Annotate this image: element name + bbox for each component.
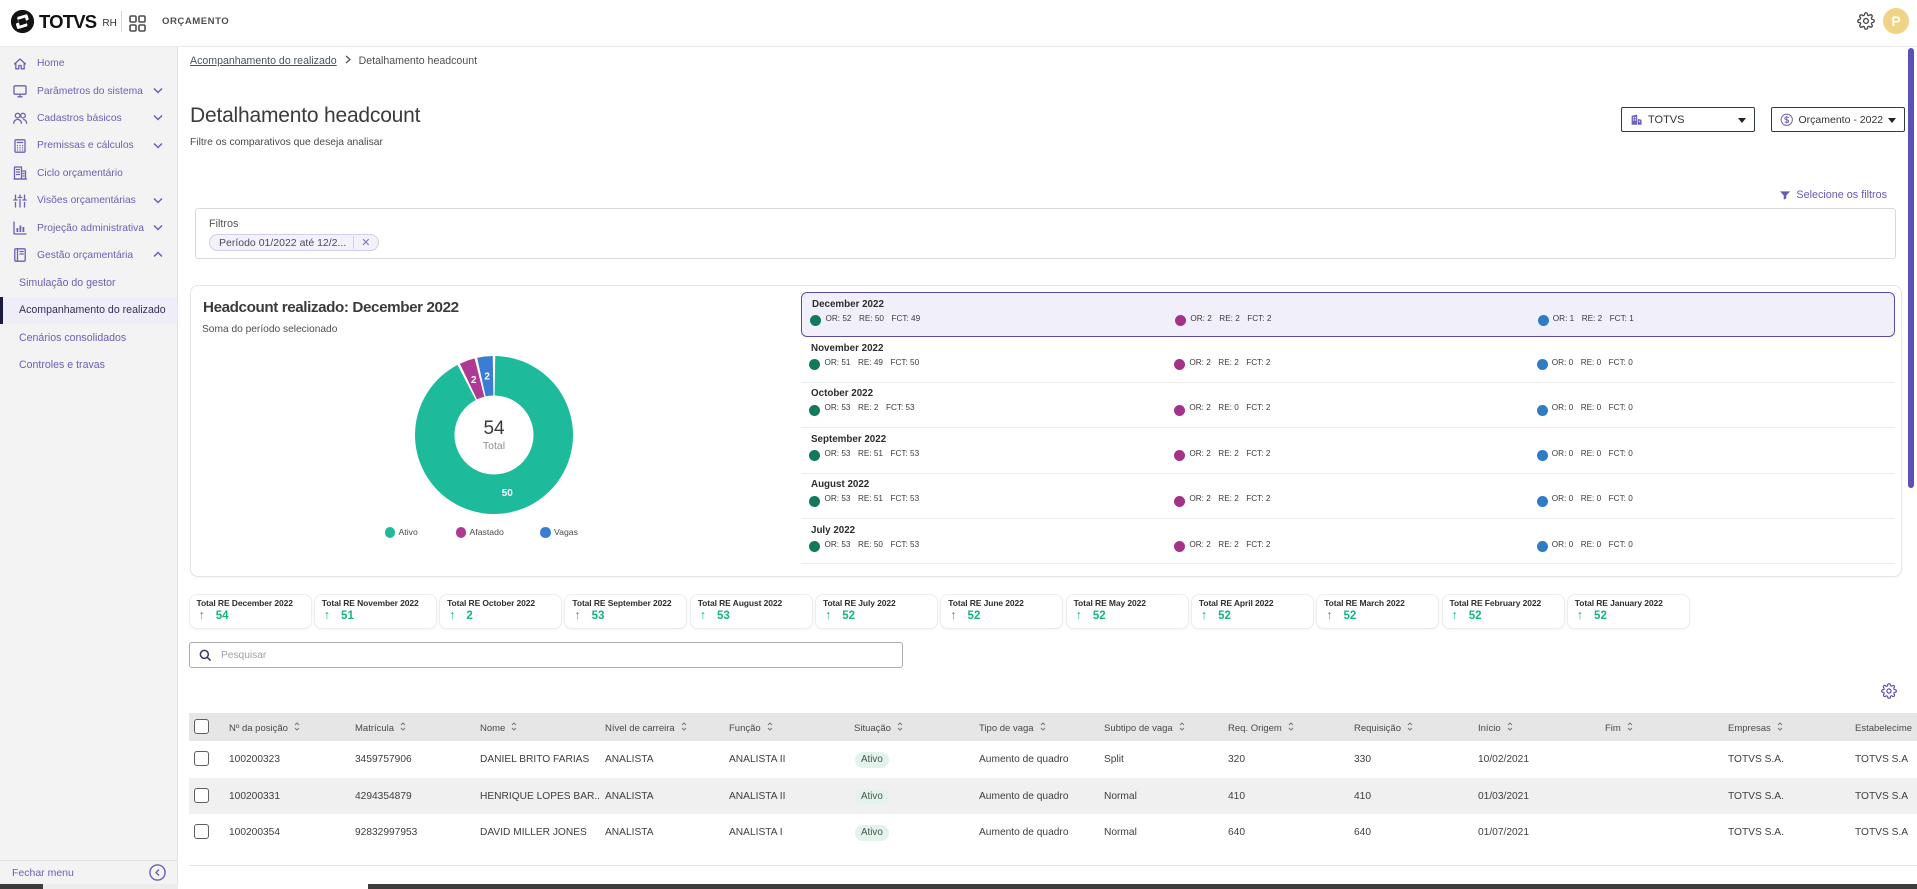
- svg-text:Total: Total: [483, 440, 505, 452]
- svg-text:2: 2: [471, 375, 477, 386]
- svg-text:50: 50: [502, 488, 514, 499]
- svg-text:2: 2: [484, 372, 490, 383]
- svg-text:54: 54: [483, 418, 505, 439]
